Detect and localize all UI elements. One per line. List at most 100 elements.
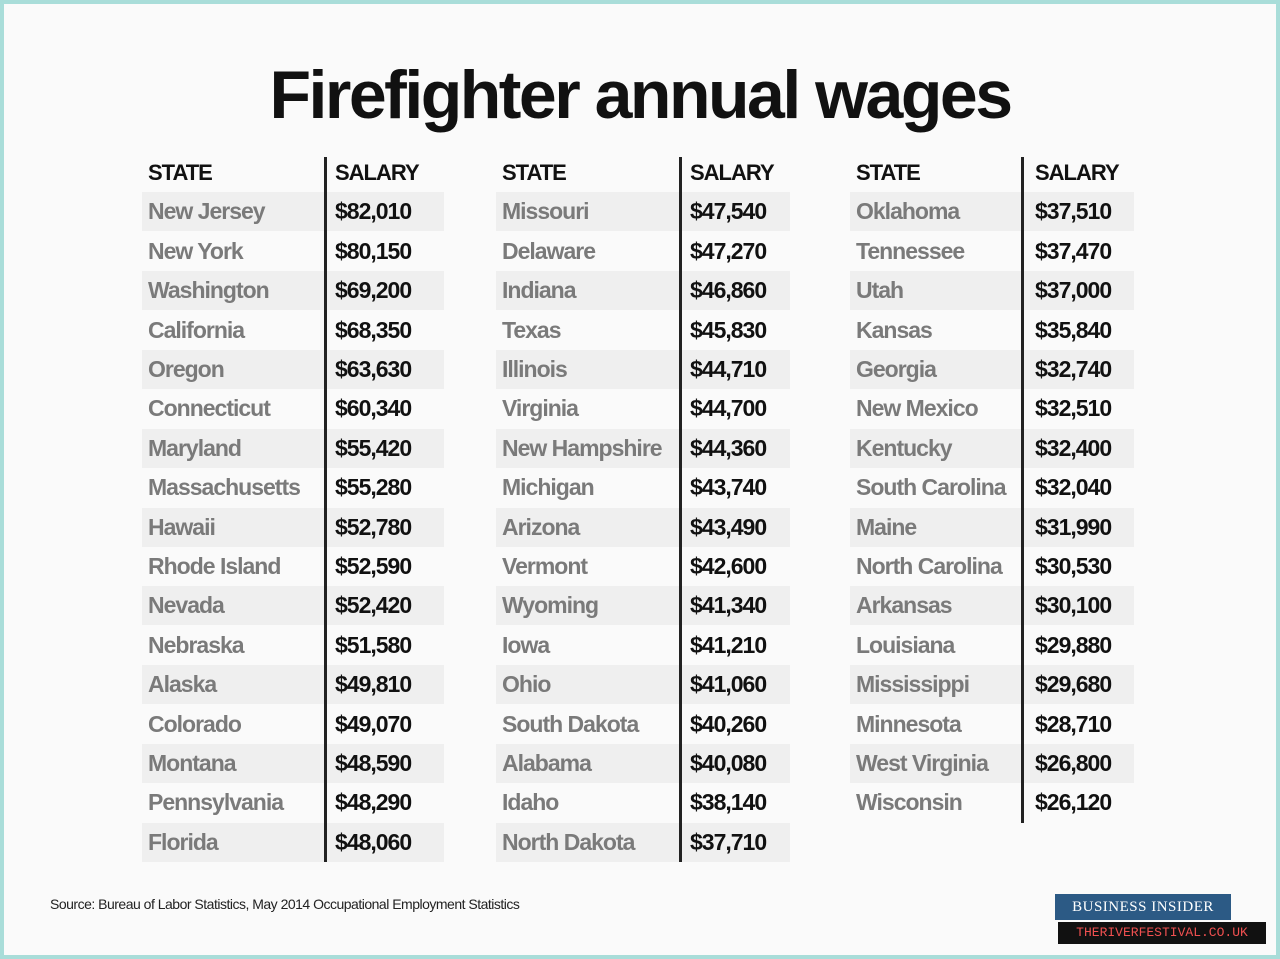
state-name: South Dakota [502, 710, 639, 737]
state-name: Louisiana [856, 631, 955, 658]
state-name: Pennsylvania [148, 789, 284, 816]
column-divider [679, 157, 682, 863]
salary: $52,590 [335, 553, 412, 579]
salary: $43,740 [690, 474, 767, 501]
state-name: Indiana [502, 277, 577, 304]
header-cell: SALARY [1035, 160, 1120, 185]
salary: $46,860 [690, 277, 767, 304]
row-band [496, 586, 790, 626]
salary: $28,710 [1035, 710, 1112, 737]
state-name: Delaware [502, 237, 596, 264]
salary: $68,350 [335, 316, 412, 343]
salary: $69,200 [335, 277, 412, 304]
state-name: New Hampshire [502, 434, 663, 461]
row-band [496, 744, 790, 783]
header-cell: SALARY [335, 160, 420, 185]
salary: $63,630 [335, 356, 412, 382]
row-band [850, 665, 1134, 705]
state-name: North Dakota [502, 828, 635, 855]
salary: $29,680 [1035, 671, 1112, 698]
salary: $43,490 [690, 513, 767, 540]
salary: $40,080 [690, 750, 767, 776]
state-name: Nevada [148, 592, 225, 619]
state-name: Washington [148, 277, 270, 304]
salary: $32,510 [1035, 395, 1112, 422]
row-band [142, 665, 444, 705]
row-band [850, 192, 1134, 232]
row-band [850, 586, 1134, 626]
row-band [850, 350, 1134, 389]
row-band [142, 507, 444, 547]
state-name: West Virginia [856, 750, 989, 776]
salary: $48,290 [335, 789, 412, 816]
source-note: Source: Bureau of Labor Statistics, May … [50, 896, 520, 912]
state-name: Texas [502, 316, 562, 343]
salary: $82,010 [335, 198, 412, 225]
state-name: Utah [856, 277, 904, 304]
salary: $52,420 [335, 592, 412, 619]
header-cell: STATE [856, 160, 921, 185]
row-band [496, 507, 790, 547]
salary: $41,060 [690, 671, 767, 698]
row-band [850, 428, 1134, 468]
row-band [850, 507, 1134, 547]
row-band [142, 428, 444, 468]
state-name: Kansas [856, 316, 933, 343]
state-name: Virginia [502, 395, 579, 422]
state-name: Kentucky [856, 434, 953, 461]
salary: $80,150 [335, 237, 412, 264]
state-name: Colorado [148, 710, 242, 737]
column-divider [1021, 157, 1024, 823]
state-name: Oregon [148, 356, 225, 382]
state-name: Alaska [148, 671, 217, 698]
state-name: South Carolina [856, 474, 1007, 501]
header-cell: STATE [148, 160, 213, 185]
salary: $45,830 [690, 316, 767, 343]
state-name: Ohio [502, 671, 551, 698]
salary: $26,120 [1035, 789, 1112, 816]
salary: $32,040 [1035, 474, 1112, 501]
salary: $26,800 [1035, 750, 1112, 776]
state-name: Arkansas [856, 592, 953, 619]
column-divider [324, 157, 327, 863]
salary: $37,710 [690, 828, 767, 855]
state-name: Mississippi [856, 671, 970, 698]
salary: $51,580 [335, 631, 412, 658]
row-band [850, 271, 1134, 311]
state-name: Michigan [502, 474, 595, 501]
title: Firefighter annual wages [269, 57, 1013, 133]
row-band [496, 665, 790, 705]
state-name: Wyoming [502, 592, 599, 619]
row-band [496, 350, 790, 389]
row-band [496, 428, 790, 468]
salary: $44,700 [690, 395, 767, 422]
salary: $37,000 [1035, 277, 1112, 304]
salary: $44,360 [690, 434, 767, 461]
salary: $37,510 [1035, 198, 1112, 225]
salary: $29,880 [1035, 631, 1112, 658]
state-name: Minnesota [856, 710, 962, 737]
salary: $32,400 [1035, 434, 1112, 461]
salary: $41,210 [690, 631, 767, 658]
state-name: Montana [148, 750, 237, 776]
salary: $55,420 [335, 434, 412, 461]
state-name: Maine [856, 513, 917, 540]
row-band [496, 271, 790, 311]
salary: $38,140 [690, 789, 767, 816]
salary: $42,600 [690, 553, 767, 579]
salary: $41,340 [690, 592, 767, 619]
row-band [142, 744, 444, 783]
salary: $48,060 [335, 828, 412, 855]
state-name: New York [148, 237, 244, 264]
salary: $52,780 [335, 513, 412, 540]
row-band [850, 744, 1134, 783]
header-cell: STATE [502, 160, 567, 185]
state-name: Rhode Island [148, 553, 281, 579]
state-name: Arizona [502, 513, 580, 540]
state-name: Missouri [502, 198, 590, 225]
state-name: Idaho [502, 789, 559, 816]
row-band [142, 822, 444, 862]
salary: $48,590 [335, 750, 412, 776]
state-name: Georgia [856, 356, 937, 382]
